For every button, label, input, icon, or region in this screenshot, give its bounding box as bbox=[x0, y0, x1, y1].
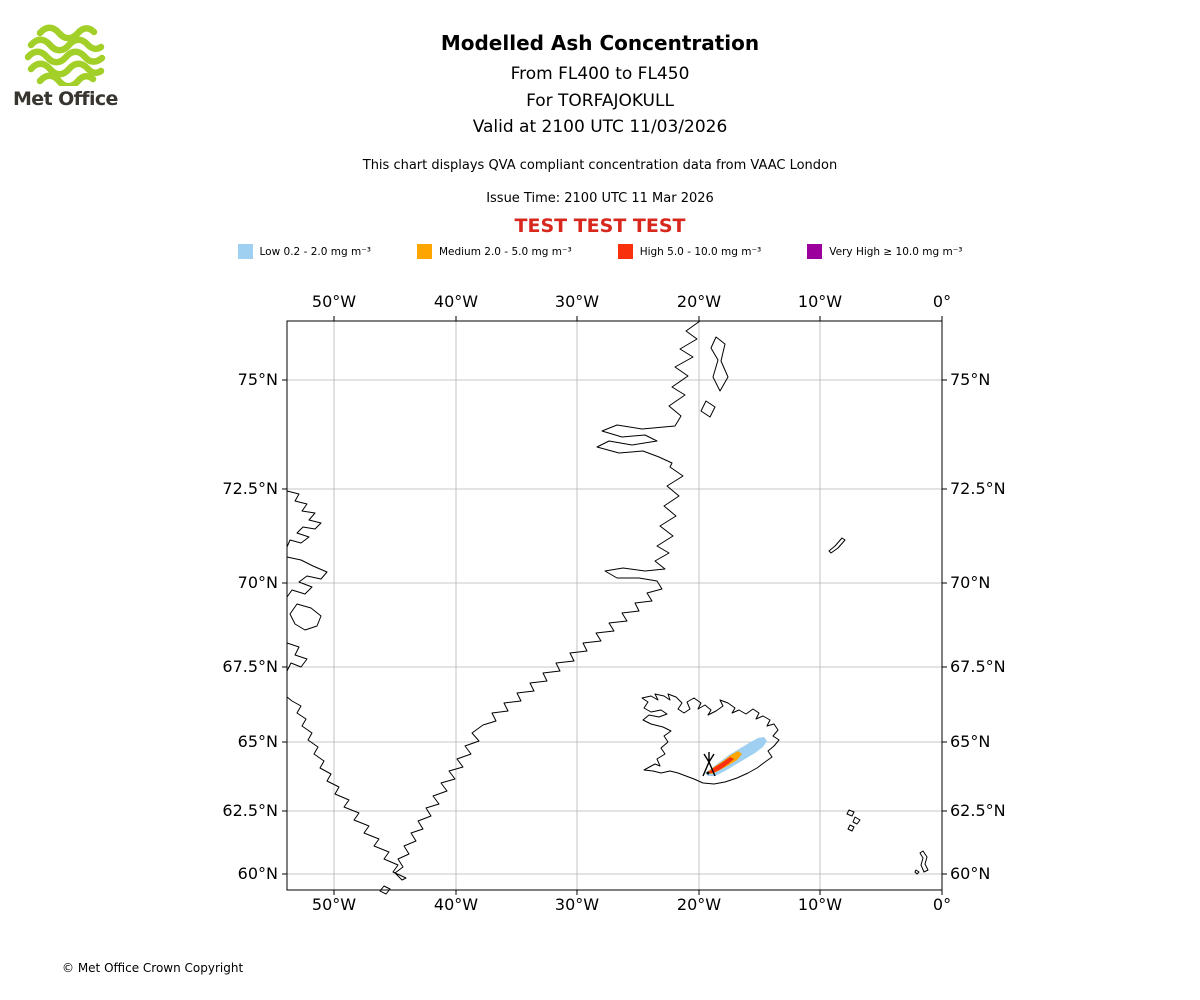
legend-swatch-very-high bbox=[807, 244, 823, 259]
legend-label-high: High 5.0 - 10.0 mg m⁻³ bbox=[639, 245, 762, 258]
x-tick-label: 30°W bbox=[554, 292, 600, 311]
copyright-notice: © Met Office Crown Copyright bbox=[62, 961, 244, 975]
y-tick-label: 65°N bbox=[237, 732, 278, 751]
test-banner: TEST TEST TEST bbox=[514, 215, 686, 237]
legend-label-very-high: Very High ≥ 10.0 mg m⁻³ bbox=[829, 245, 963, 258]
shetland-islands bbox=[914, 850, 929, 875]
x-tick-label: 20°W bbox=[676, 292, 722, 311]
greenland-nw-coast-nuussuaq bbox=[286, 556, 328, 598]
grid-lines bbox=[287, 321, 942, 890]
subtitle-volcano: For TORFAJOKULL bbox=[526, 91, 674, 111]
x-tick-label: 0° bbox=[932, 895, 952, 914]
south-greenland-islet bbox=[379, 885, 391, 895]
x-tick-label: 50°W bbox=[311, 895, 357, 914]
y-tick-label: 70°N bbox=[237, 573, 278, 592]
y-tick-label: 67.5°N bbox=[950, 657, 1006, 676]
map-canvas bbox=[282, 316, 947, 895]
x-tick-label: 40°W bbox=[433, 895, 479, 914]
x-tick-label: 0° bbox=[932, 292, 952, 311]
greenland-nw-coast-upernavik bbox=[286, 490, 322, 548]
legend-label-medium: Medium 2.0 - 5.0 mg m⁻³ bbox=[438, 245, 572, 258]
y-tick-label: 62.5°N bbox=[950, 801, 1006, 820]
legend-swatch-low bbox=[237, 244, 253, 259]
x-tick-label: 20°W bbox=[676, 895, 722, 914]
met-office-logo-text: Met Office bbox=[13, 88, 118, 110]
volcano-marker-icon bbox=[702, 752, 716, 777]
y-tick-label: 60°N bbox=[950, 864, 991, 883]
legend: Low 0.2 - 2.0 mg m⁻³ Medium 2.0 - 5.0 mg… bbox=[0, 244, 1200, 259]
ash-plume bbox=[705, 737, 767, 776]
qva-description: This chart displays QVA compliant concen… bbox=[362, 158, 838, 173]
faroe-islands bbox=[846, 809, 861, 832]
met-office-logo-icon bbox=[24, 24, 106, 86]
y-tick-label: 75°N bbox=[237, 370, 278, 389]
greenland-west-coast-notch bbox=[286, 642, 308, 672]
legend-item-very-high: Very High ≥ 10.0 mg m⁻³ bbox=[807, 244, 962, 259]
x-tick-label: 50°W bbox=[311, 292, 357, 311]
map-border bbox=[286, 320, 943, 891]
y-tick-label: 75°N bbox=[950, 370, 991, 389]
y-tick-label: 70°N bbox=[950, 573, 991, 592]
y-tick-label: 72.5°N bbox=[222, 479, 278, 498]
subtitle-valid-time: Valid at 2100 UTC 11/03/2026 bbox=[472, 117, 728, 137]
ash-high-contour bbox=[707, 757, 734, 773]
legend-swatch-medium bbox=[416, 244, 432, 259]
ne-greenland-island-1 bbox=[710, 336, 729, 392]
greenland-coastline bbox=[286, 320, 701, 881]
x-tick-label: 10°W bbox=[797, 895, 843, 914]
issue-time: Issue Time: 2100 UTC 11 Mar 2026 bbox=[486, 191, 714, 206]
ne-greenland-island-2 bbox=[700, 400, 716, 418]
legend-item-low: Low 0.2 - 2.0 mg m⁻³ bbox=[237, 244, 371, 259]
x-tick-label: 30°W bbox=[554, 895, 600, 914]
axis-ticks bbox=[282, 316, 947, 895]
y-tick-label: 72.5°N bbox=[950, 479, 1006, 498]
subtitle-flight-levels: From FL400 to FL450 bbox=[510, 64, 690, 84]
y-tick-label: 67.5°N bbox=[222, 657, 278, 676]
y-tick-label: 65°N bbox=[950, 732, 991, 751]
legend-label-low: Low 0.2 - 2.0 mg m⁻³ bbox=[259, 245, 371, 258]
iceland-coastline bbox=[641, 693, 780, 785]
x-tick-label: 10°W bbox=[797, 292, 843, 311]
x-tick-label: 40°W bbox=[433, 292, 479, 311]
coastlines bbox=[286, 320, 929, 895]
legend-swatch-high bbox=[617, 244, 633, 259]
legend-item-high: High 5.0 - 10.0 mg m⁻³ bbox=[617, 244, 762, 259]
legend-item-medium: Medium 2.0 - 5.0 mg m⁻³ bbox=[416, 244, 572, 259]
jan-mayen-island bbox=[828, 537, 846, 554]
page-title: Modelled Ash Concentration bbox=[440, 31, 760, 55]
disko-island bbox=[289, 603, 322, 631]
y-tick-label: 62.5°N bbox=[222, 801, 278, 820]
y-tick-label: 60°N bbox=[237, 864, 278, 883]
